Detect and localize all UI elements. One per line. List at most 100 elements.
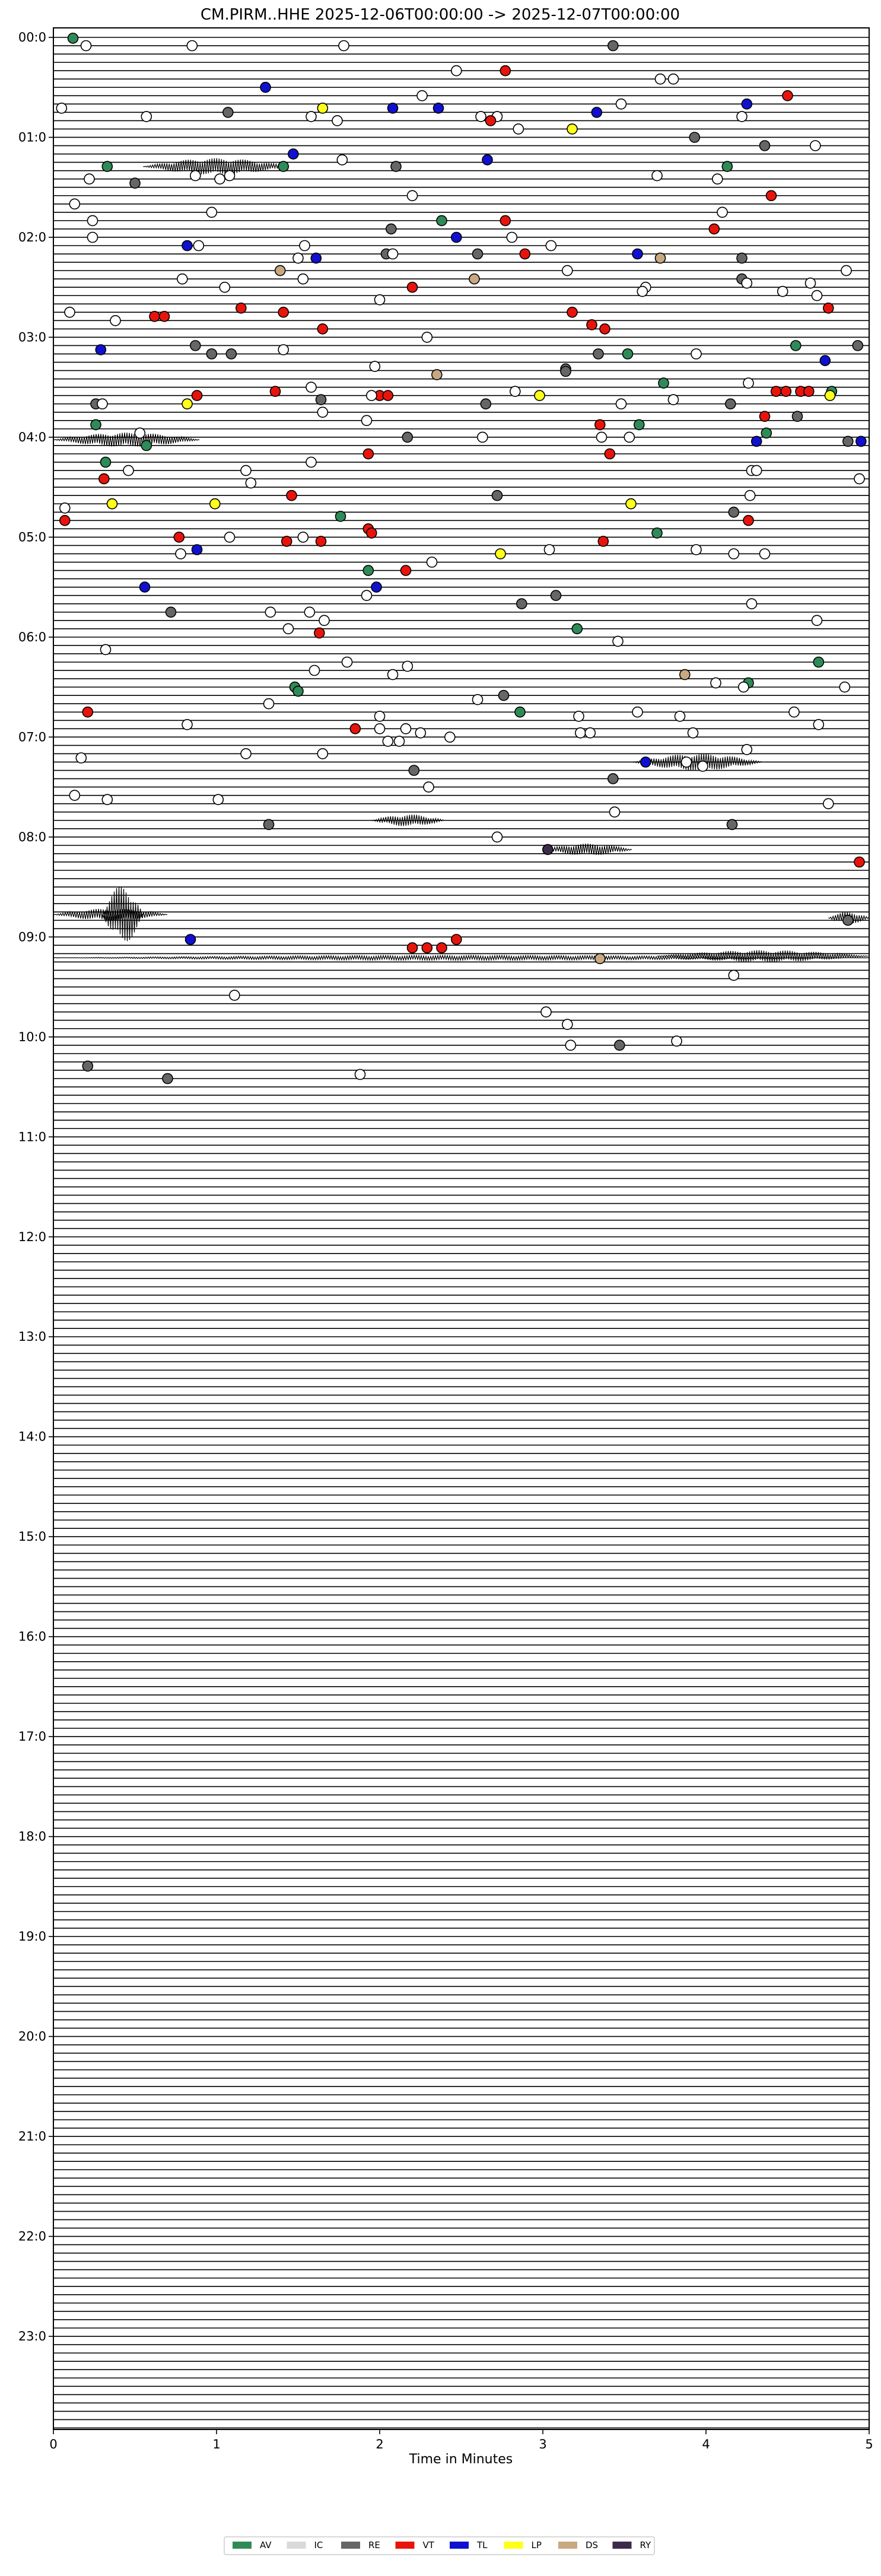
legend-swatch <box>558 2542 577 2549</box>
event-marker-ic <box>509 386 521 397</box>
event-marker-ic <box>651 170 663 182</box>
event-marker-vt <box>780 386 792 397</box>
event-marker-ic <box>615 398 627 410</box>
event-marker-ic <box>338 40 349 52</box>
event-marker-tl <box>139 581 151 593</box>
event-marker-tl <box>450 231 462 243</box>
hour-tick-label: 07:0 <box>18 730 46 744</box>
event-marker-ic <box>263 698 275 710</box>
hour-axis: 00:0 01:0 02:0 03:0 04:0 05:0 06:0 07:0 08:0 09:0… <box>18 30 53 2343</box>
event-marker-ic <box>421 332 433 343</box>
event-marker-vt <box>382 390 394 402</box>
event-marker-ic <box>813 719 825 730</box>
event-marker-ic <box>612 635 624 647</box>
event-marker-ic <box>543 544 555 555</box>
event-marker-lp <box>567 123 578 135</box>
event-marker-vt <box>436 942 447 953</box>
event-marker-ic <box>134 427 146 439</box>
event-marker-ic <box>728 548 740 559</box>
event-marker-ic <box>574 727 586 739</box>
event-marker-vt <box>278 306 290 318</box>
event-marker-av <box>278 161 290 172</box>
event-marker-ic <box>746 598 758 610</box>
hour-tick-label: 15:0 <box>18 1529 46 1544</box>
event-marker-ds <box>469 273 480 285</box>
event-marker-vt <box>854 856 865 868</box>
event-marker-ic <box>674 711 686 722</box>
event-marker-ic <box>369 361 381 372</box>
event-marker-ic <box>839 681 851 693</box>
event-marker-ic <box>561 1019 573 1030</box>
event-marker-vt <box>98 473 110 485</box>
event-marker-vt <box>406 942 418 953</box>
event-marker-vt <box>765 190 777 202</box>
event-marker-av <box>813 656 825 668</box>
event-marker-tl <box>260 81 271 93</box>
event-marker-vt <box>567 306 578 318</box>
event-marker-ic <box>712 173 723 185</box>
event-marker-ic <box>299 240 310 252</box>
event-marker-ic <box>476 431 488 443</box>
hour-tick-label: 09:0 <box>18 930 46 944</box>
hour-tick-label: 13:0 <box>18 1330 46 1344</box>
event-marker-av <box>571 623 583 635</box>
event-marker-ic <box>278 344 290 355</box>
event-marker-re <box>263 819 275 831</box>
event-marker-ic <box>744 489 756 501</box>
event-marker-ic <box>219 281 231 293</box>
event-marker-ic <box>680 756 692 768</box>
hour-tick-label: 10:0 <box>18 1030 46 1044</box>
event-marker-ic <box>710 677 721 689</box>
event-marker-ic <box>540 1006 552 1017</box>
event-marker-av <box>651 527 663 539</box>
event-marker-ic <box>654 73 666 85</box>
event-marker-av <box>721 161 733 172</box>
event-marker-tl <box>819 355 831 367</box>
event-marker-lp <box>209 498 221 510</box>
event-marker-lp <box>625 498 637 510</box>
hour-tick-label: 06:0 <box>18 630 46 644</box>
legend-swatch <box>287 2542 306 2549</box>
event-marker-ic <box>841 265 852 276</box>
event-marker-ic <box>141 111 152 122</box>
event-marker-ic <box>240 748 252 759</box>
legend-label: DS <box>586 2540 598 2550</box>
event-marker-ic <box>292 252 304 264</box>
event-marker-ic <box>717 206 728 218</box>
event-marker-ic <box>615 98 627 110</box>
event-marker-vt <box>149 310 160 322</box>
hour-tick-label: 00:0 <box>18 30 46 44</box>
event-marker-vt <box>500 65 511 77</box>
event-marker-vt <box>421 942 433 953</box>
event-marker-ds <box>679 669 691 680</box>
event-marker-ic <box>317 748 329 759</box>
event-marker-ic <box>317 406 329 418</box>
event-marker-ic <box>624 431 635 443</box>
event-marker-vt <box>349 723 361 734</box>
event-marker-lp <box>534 390 545 402</box>
event-marker-ic <box>361 415 373 427</box>
event-marker-tl <box>591 107 603 118</box>
minute-tick-label: 2 <box>376 2437 383 2451</box>
minute-tick-label: 4 <box>702 2437 710 2451</box>
event-marker-ic <box>224 170 236 182</box>
event-marker-vt <box>59 514 71 526</box>
event-marker-av <box>436 215 447 227</box>
event-marker-av <box>658 377 669 389</box>
event-marker-ic <box>667 394 679 406</box>
event-marker-ic <box>193 240 205 252</box>
event-marker-tl <box>371 581 382 593</box>
event-marker-re <box>225 348 237 360</box>
hour-tick-label: 19:0 <box>18 1929 46 1944</box>
event-marker-re <box>491 489 503 501</box>
hour-tick-label: 21:0 <box>18 2129 46 2144</box>
event-marker-re <box>728 506 740 518</box>
event-marker-ic <box>87 231 98 243</box>
event-marker-av <box>790 340 802 351</box>
event-marker-vt <box>450 934 462 945</box>
event-marker-vt <box>803 386 815 397</box>
event-marker-ic <box>59 502 71 514</box>
event-marker-ic <box>306 381 317 393</box>
event-marker-ic <box>667 73 679 85</box>
event-marker-av <box>292 685 304 697</box>
